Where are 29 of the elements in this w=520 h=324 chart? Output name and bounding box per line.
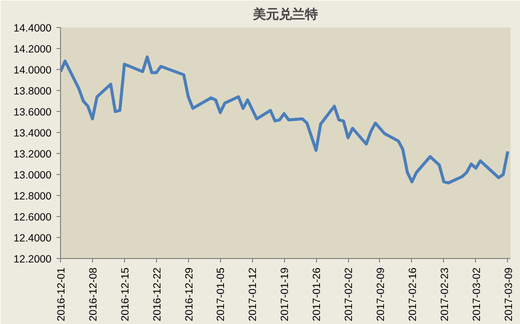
x-tick-label: 2017-03-09 (502, 267, 515, 322)
x-tick-label: 2017-01-05 (215, 267, 228, 322)
x-tick-label: 2017-02-02 (343, 267, 356, 322)
line-series (60, 55, 510, 184)
y-tick-label: 12.2000 (14, 254, 52, 266)
x-tick-label: 2016-12-15 (119, 267, 132, 322)
chart-title: 美元兑兰特 (252, 6, 318, 22)
x-tick-label: 2017-01-12 (247, 267, 260, 322)
y-tick-label: 12.6000 (14, 212, 52, 224)
y-tick-label: 12.8000 (14, 190, 52, 202)
y-tick-label: 13.2000 (14, 148, 52, 160)
y-tick-label: 14.0000 (14, 64, 52, 76)
x-tick-label: 2017-01-26 (311, 267, 324, 322)
y-tick-label: 14.4000 (14, 22, 52, 34)
x-tick-label: 2016-12-29 (183, 267, 196, 322)
y-tick-label: 12.4000 (14, 232, 52, 244)
y-tick-label: 13.8000 (14, 86, 52, 98)
x-tick-label: 2017-02-16 (406, 267, 419, 322)
x-tick-label: 2017-02-09 (374, 267, 387, 322)
x-tick-label: 2017-02-23 (438, 267, 451, 322)
y-tick-label: 14.2000 (14, 44, 52, 56)
y-tick-label: 13.6000 (14, 106, 52, 118)
y-tick-label: 13.0000 (14, 170, 52, 182)
x-tick-label: 2017-03-02 (470, 267, 483, 322)
x-tick-label: 2016-12-22 (151, 267, 164, 322)
x-tick-label: 2016-12-08 (87, 267, 100, 322)
x-tick-label: 2016-12-01 (56, 267, 68, 322)
x-tick-label: 2017-01-19 (279, 267, 292, 322)
y-tick-label: 13.4000 (14, 128, 52, 140)
